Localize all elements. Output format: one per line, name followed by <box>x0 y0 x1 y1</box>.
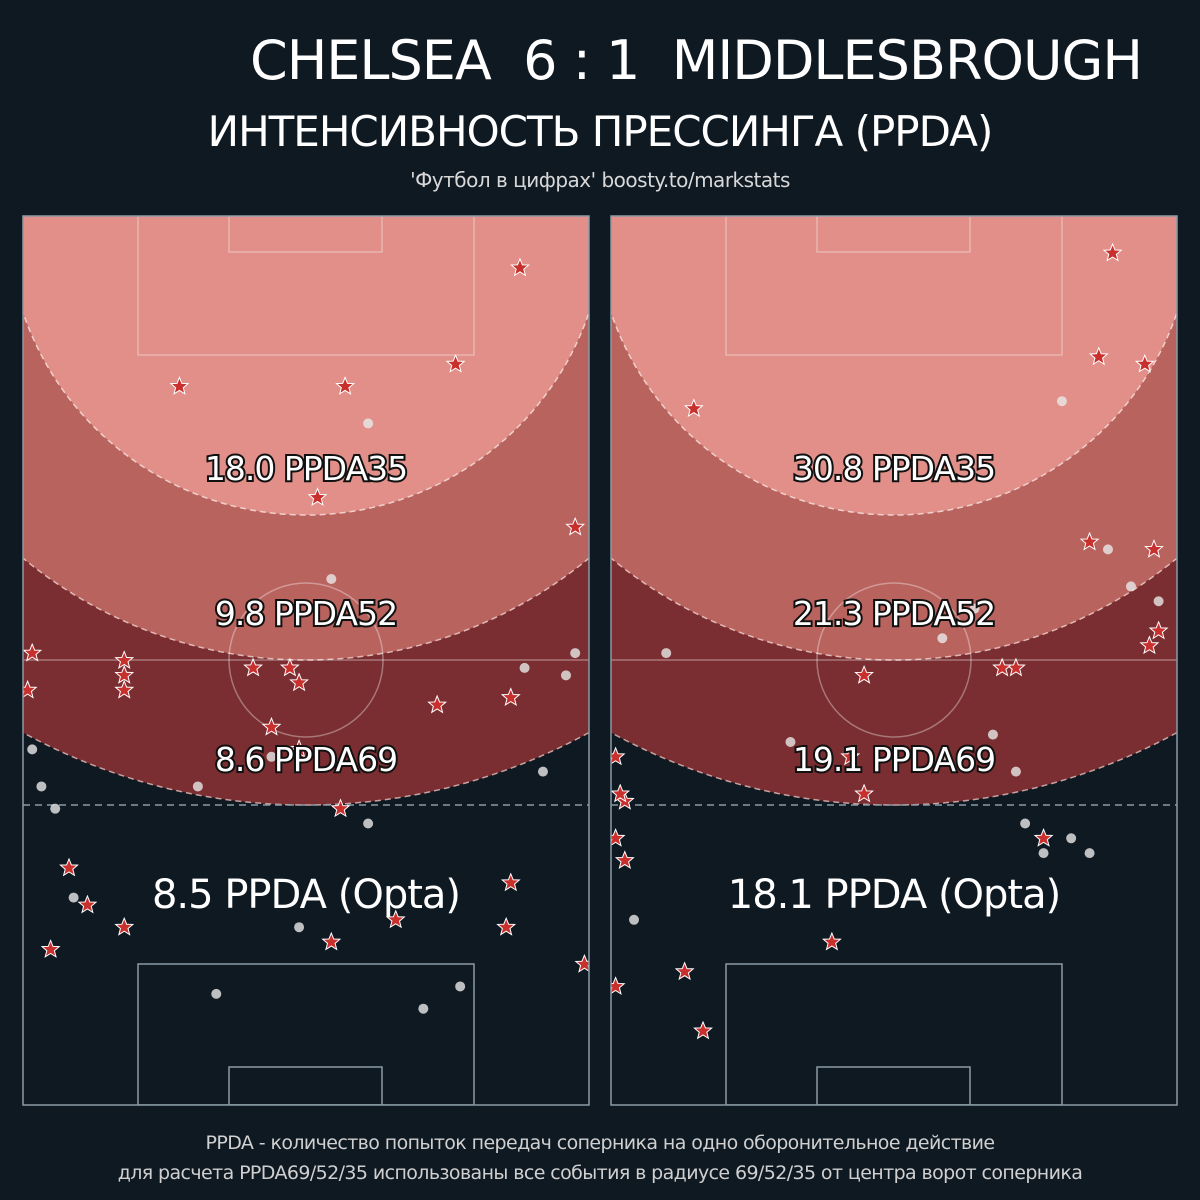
label-ppda-opta: 8.5 PPDA (Opta) <box>152 872 460 918</box>
dot-marker <box>68 892 79 903</box>
dot-marker <box>937 633 948 644</box>
dot-marker <box>418 1003 429 1014</box>
center-circle <box>816 582 972 738</box>
dot-marker <box>661 648 672 659</box>
pitch-middlesbrough: 30.8 PPDA35 21.3 PPDA52 19.1 PPDA69 18.1… <box>610 215 1178 1106</box>
credit-line: 'Футбол в цифрах' boosty.to/markstats <box>410 168 790 192</box>
dot-marker <box>36 781 47 792</box>
dot-marker <box>1038 848 1049 859</box>
dot-marker <box>570 648 581 659</box>
label-ppda69: 19.1 PPDA69 <box>793 740 995 779</box>
dot-marker <box>1102 544 1113 555</box>
chart-title: CHELSEA 6 : 1 MIDDLESBROUGH <box>250 29 1143 92</box>
label-ppda35: 18.0 PPDA35 <box>205 449 407 488</box>
dot-marker <box>1010 766 1021 777</box>
dot-marker <box>1125 581 1136 592</box>
pitch-markings-bottom <box>137 963 475 1105</box>
dot-marker <box>785 736 796 747</box>
dot-marker <box>211 988 222 999</box>
dot-marker <box>1153 596 1164 607</box>
pitch-border <box>22 215 590 1106</box>
dot-marker <box>363 818 374 829</box>
zone-ppda35 <box>23 216 589 516</box>
dot-marker <box>50 803 61 814</box>
footer-line-2: для расчета PPDA69/52/35 использованы вс… <box>117 1162 1083 1184</box>
dot-marker <box>941 751 952 762</box>
six-yard-box-bottom <box>816 1066 971 1105</box>
penalty-box-top <box>725 216 1063 356</box>
six-yard-box-bottom <box>228 1066 383 1105</box>
dot-marker <box>1056 396 1067 407</box>
pitch-chelsea: 18.0 PPDA35 9.8 PPDA52 8.6 PPDA69 8.5 PP… <box>22 215 590 1106</box>
event-points-chelsea <box>23 258 589 1014</box>
dot-marker <box>192 781 203 792</box>
dot-marker <box>519 662 530 673</box>
label-ppda35: 30.8 PPDA35 <box>793 449 995 488</box>
dot-marker <box>1066 833 1077 844</box>
event-points-middlesbrough <box>611 243 1168 1039</box>
six-yard-box-top <box>816 216 971 253</box>
dot-marker <box>969 603 980 614</box>
label-ppda52: 21.3 PPDA52 <box>793 594 995 633</box>
dot-marker <box>455 981 466 992</box>
dot-marker <box>987 729 998 740</box>
dot-marker <box>294 922 305 933</box>
pitch-markings-bottom <box>725 963 1063 1105</box>
dot-marker <box>363 418 374 429</box>
dot-marker <box>266 751 277 762</box>
footer-line-1: PPDA - количество попыток передач соперн… <box>205 1132 996 1154</box>
dot-marker <box>326 574 337 585</box>
dot-marker <box>537 766 548 777</box>
pitch-border <box>610 215 1178 1106</box>
center-circle <box>228 582 384 738</box>
penalty-box-bottom <box>137 963 475 1105</box>
label-ppda-opta: 18.1 PPDA (Opta) <box>728 872 1060 918</box>
pitch-markings <box>611 216 1177 738</box>
footer-notes: PPDA - количество попыток передач соперн… <box>0 1128 1200 1188</box>
pitch-markings <box>23 216 589 738</box>
dot-marker <box>560 670 571 681</box>
zone-ppda35 <box>611 216 1177 516</box>
penalty-box-top <box>137 216 475 356</box>
label-ppda69: 8.6 PPDA69 <box>215 740 397 779</box>
penalty-box-bottom <box>725 963 1063 1105</box>
chart-subtitle: ИНТЕНСИВНОСТЬ ПРЕССИНГА (PPDA) <box>207 107 994 156</box>
six-yard-box-top <box>228 216 383 253</box>
dot-marker <box>27 744 38 755</box>
dot-marker <box>1084 848 1095 859</box>
dot-marker <box>1020 818 1031 829</box>
dot-marker <box>629 914 640 925</box>
label-ppda52: 9.8 PPDA52 <box>215 594 397 633</box>
